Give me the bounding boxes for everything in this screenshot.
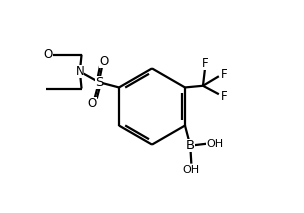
Text: B: B bbox=[186, 139, 195, 152]
Text: O: O bbox=[99, 55, 109, 68]
Text: N: N bbox=[75, 65, 84, 78]
Text: OH: OH bbox=[206, 138, 223, 148]
Text: O: O bbox=[88, 97, 97, 110]
Text: OH: OH bbox=[183, 165, 200, 175]
Text: F: F bbox=[221, 68, 227, 81]
Text: F: F bbox=[221, 90, 227, 103]
Text: O: O bbox=[43, 48, 53, 61]
Text: S: S bbox=[95, 76, 103, 89]
Text: F: F bbox=[202, 57, 209, 70]
